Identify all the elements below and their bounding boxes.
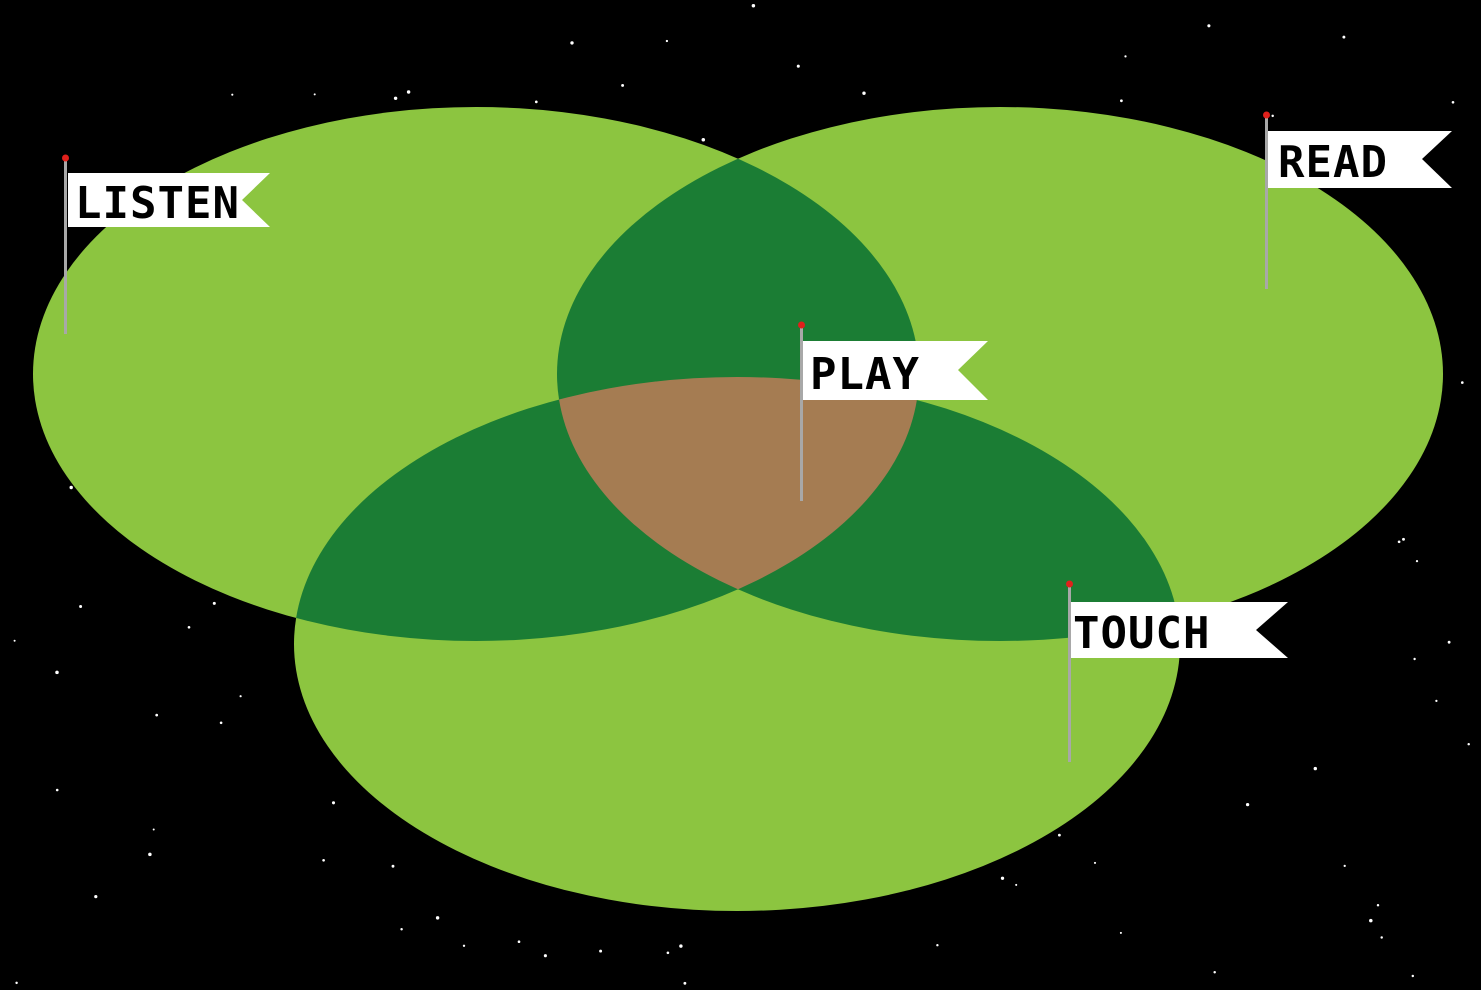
star	[751, 4, 756, 8]
flag-pin	[1066, 580, 1073, 588]
star	[1093, 861, 1097, 864]
star	[391, 864, 395, 868]
star	[406, 90, 411, 94]
star	[1124, 55, 1127, 58]
star	[313, 93, 316, 96]
star	[683, 981, 687, 985]
flag-pole	[800, 325, 803, 501]
star	[665, 39, 669, 43]
star	[15, 981, 18, 985]
star	[152, 828, 155, 831]
flag-pin	[1263, 111, 1270, 119]
star	[148, 852, 152, 857]
star	[1057, 833, 1061, 837]
flag-read: READ	[1263, 111, 1452, 289]
flag-pin	[62, 154, 69, 162]
star	[239, 695, 242, 698]
star	[1120, 99, 1123, 103]
star	[1271, 114, 1274, 118]
flag-icon	[1066, 580, 1288, 762]
flag-label-listen: LISTEN	[75, 178, 240, 229]
star	[1415, 559, 1419, 563]
star	[1435, 699, 1438, 703]
star	[701, 137, 706, 142]
star	[517, 940, 521, 944]
flag-pole	[1068, 584, 1071, 762]
star	[79, 605, 83, 608]
star	[1000, 876, 1005, 880]
star	[543, 954, 547, 958]
star	[796, 64, 800, 68]
flag-pole	[64, 158, 67, 334]
star	[1119, 931, 1122, 934]
flag-icon	[1263, 111, 1452, 289]
star	[862, 91, 866, 95]
star	[570, 41, 574, 45]
star	[400, 928, 403, 931]
flag-touch: TOUCH	[1066, 580, 1288, 762]
star	[1207, 24, 1211, 28]
star	[435, 916, 440, 920]
flag-label-read: READ	[1278, 137, 1388, 188]
star	[1015, 883, 1018, 886]
star	[212, 601, 216, 605]
star	[1376, 904, 1380, 907]
star	[1380, 936, 1383, 939]
star	[155, 713, 159, 717]
star	[534, 100, 538, 104]
overlap-read-touch	[557, 377, 1180, 641]
star	[55, 670, 59, 675]
star	[666, 951, 670, 955]
star	[462, 944, 466, 947]
flag-cloth	[68, 173, 270, 227]
star	[1313, 766, 1318, 771]
star	[219, 721, 223, 725]
star	[1413, 657, 1416, 661]
flag-icon	[62, 154, 270, 334]
star	[1467, 742, 1470, 746]
flag-play: PLAY	[798, 321, 988, 501]
star	[231, 93, 234, 96]
star	[679, 944, 683, 948]
flag-cloth	[1268, 131, 1452, 188]
flag-cloth	[1071, 602, 1288, 658]
star	[621, 83, 625, 87]
star	[1213, 971, 1216, 974]
star	[94, 895, 98, 899]
star	[1245, 802, 1250, 807]
flag-cloth	[803, 341, 988, 400]
star	[1460, 381, 1464, 384]
star	[1447, 640, 1451, 644]
star	[331, 801, 336, 805]
star	[1451, 100, 1455, 104]
flag-label-play: PLAY	[810, 349, 920, 400]
star	[1411, 974, 1415, 978]
star	[599, 949, 603, 953]
star	[936, 944, 939, 947]
star	[1343, 864, 1346, 868]
flag-icon	[798, 321, 988, 501]
star	[322, 858, 325, 862]
star	[393, 96, 398, 101]
star	[55, 788, 59, 792]
star	[13, 639, 16, 642]
flag-listen: LISTEN	[62, 154, 270, 334]
star	[1342, 35, 1346, 39]
flag-pin	[798, 321, 805, 329]
star	[187, 625, 191, 629]
flag-label-touch: TOUCH	[1073, 608, 1210, 659]
star	[1369, 918, 1373, 923]
overlap-listen-touch	[294, 377, 919, 641]
star	[1402, 537, 1405, 541]
flag-pole	[1265, 115, 1268, 289]
star	[69, 485, 73, 490]
star	[1397, 540, 1401, 544]
